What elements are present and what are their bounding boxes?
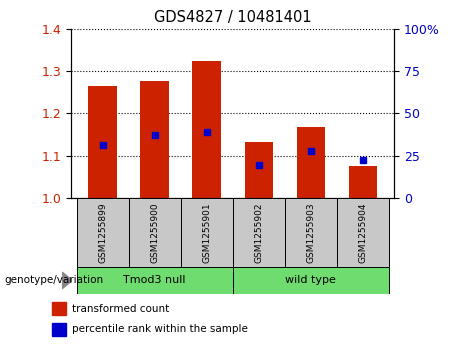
Polygon shape bbox=[62, 272, 72, 289]
Text: GSM1255903: GSM1255903 bbox=[307, 202, 315, 263]
Text: wild type: wild type bbox=[285, 276, 337, 285]
Text: GSM1255904: GSM1255904 bbox=[358, 202, 367, 262]
Text: genotype/variation: genotype/variation bbox=[5, 276, 104, 285]
Bar bbox=[285, 198, 337, 267]
Bar bbox=[233, 267, 389, 294]
Bar bbox=[181, 198, 233, 267]
Text: GSM1255899: GSM1255899 bbox=[98, 202, 107, 263]
Bar bbox=[349, 166, 377, 198]
Bar bbox=[296, 127, 325, 198]
Bar bbox=[52, 302, 65, 315]
Text: Tmod3 null: Tmod3 null bbox=[124, 276, 186, 285]
Text: GSM1255900: GSM1255900 bbox=[150, 202, 159, 263]
Bar bbox=[129, 198, 181, 267]
Bar bbox=[141, 81, 169, 198]
Text: GSM1255901: GSM1255901 bbox=[202, 202, 211, 263]
Bar bbox=[193, 61, 221, 198]
Bar bbox=[233, 198, 285, 267]
Text: GSM1255902: GSM1255902 bbox=[254, 202, 263, 262]
Bar bbox=[77, 198, 129, 267]
Bar bbox=[244, 142, 273, 198]
Text: transformed count: transformed count bbox=[71, 303, 169, 314]
Bar bbox=[89, 86, 117, 198]
Bar bbox=[77, 267, 233, 294]
Text: percentile rank within the sample: percentile rank within the sample bbox=[71, 325, 248, 334]
Bar bbox=[337, 198, 389, 267]
Bar bbox=[52, 323, 65, 336]
Title: GDS4827 / 10481401: GDS4827 / 10481401 bbox=[154, 10, 312, 25]
